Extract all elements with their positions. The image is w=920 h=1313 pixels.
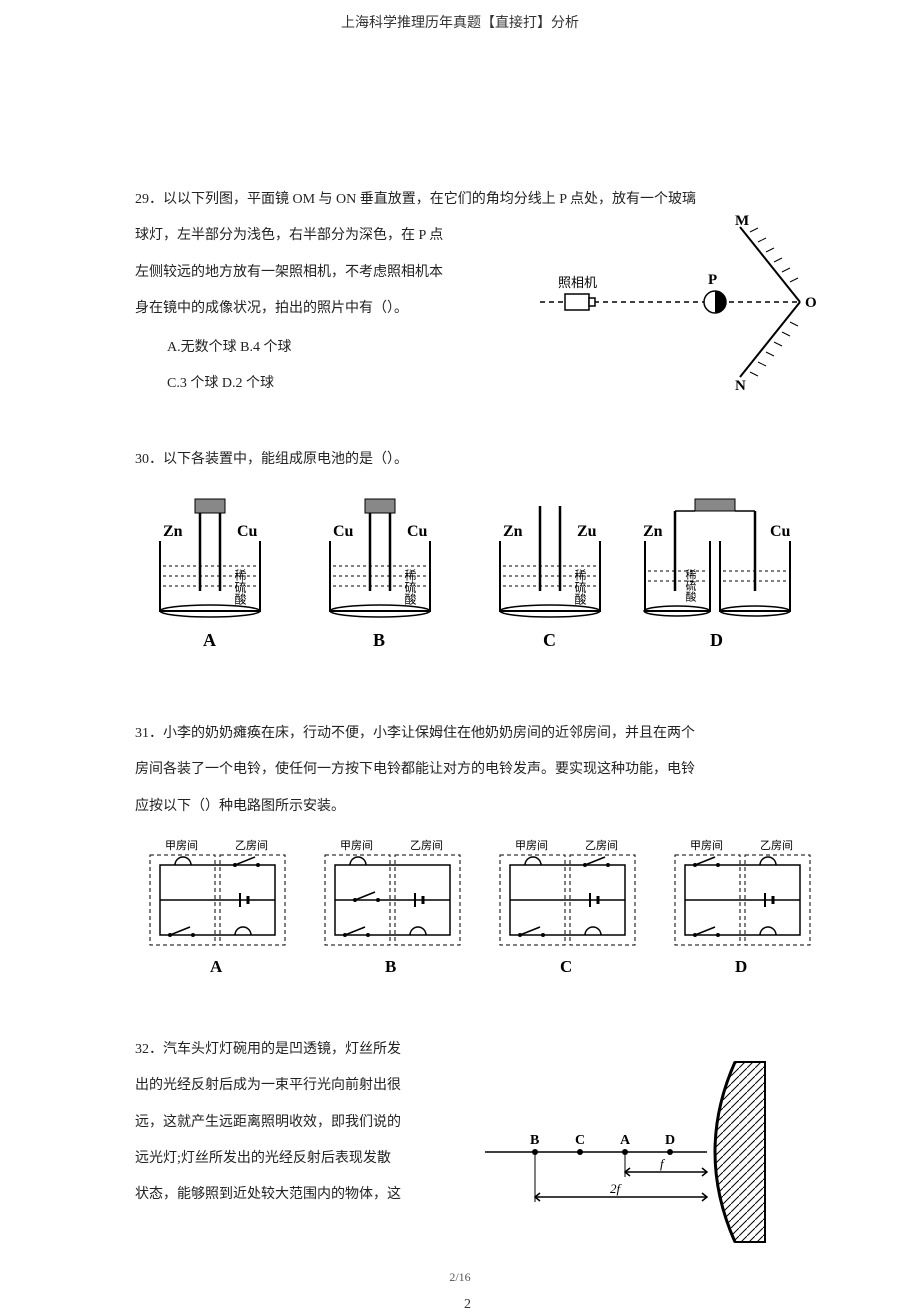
svg-text:Cu: Cu <box>770 523 791 540</box>
q30-diagram: Zn Cu 稀硫酸 A Cu Cu <box>135 491 800 676</box>
svg-text:稀硫酸: 稀硫酸 <box>233 568 247 604</box>
q31-line3: 应按以下（）种电路图所示安装。 <box>135 789 800 825</box>
q30-num: 30． <box>135 452 163 467</box>
svg-text:D: D <box>710 630 723 650</box>
svg-text:C: C <box>543 630 556 650</box>
question-32: 32．汽车头灯灯碗用的是凹透镜，灯丝所发 出的光经反射后成为一束平行光向前射出很… <box>135 1032 800 1257</box>
question-30: 30．以下各装置中，能组成原电池的是（）。 Zn Cu 稀硫酸 A <box>135 442 800 675</box>
n-label: N <box>735 378 746 392</box>
q32-diagram: B C A D f 2f <box>475 1032 755 1257</box>
q29-line4: 身在镜中的成像状况，拍出的照片中有（）。 <box>135 291 475 327</box>
svg-text:A: A <box>210 957 223 976</box>
svg-text:乙房间: 乙房间 <box>760 839 793 852</box>
svg-text:B: B <box>373 630 385 650</box>
q29-diagram: 照相机 P M N O <box>540 212 820 392</box>
o-label: O <box>805 295 817 311</box>
svg-text:Cu: Cu <box>237 523 258 540</box>
svg-text:甲房间: 甲房间 <box>690 839 723 852</box>
q29-option-ab: A.无数个球 B.4 个球 <box>167 330 475 366</box>
svg-text:A: A <box>203 630 216 650</box>
svg-text:Cu: Cu <box>333 523 354 540</box>
q32-line2: 出的光经反射后成为一束平行光向前射出很 <box>135 1068 445 1104</box>
q29-option-cd: C.3 个球 D.2 个球 <box>167 366 475 402</box>
svg-text:乙房间: 乙房间 <box>410 839 443 852</box>
svg-text:D: D <box>735 957 747 976</box>
q29-line3: 左侧较远的地方放有一架照相机，不考虑照相机本 <box>135 255 475 291</box>
q30-text: 30．以下各装置中，能组成原电池的是（）。 <box>135 442 800 478</box>
q31-diagram: 甲房间 乙房间 <box>135 837 800 992</box>
svg-text:乙房间: 乙房间 <box>585 839 618 852</box>
q32-line3: 远，这就产生远距离照明收效，即我们说的 <box>135 1105 445 1141</box>
q32-line4: 远光灯;灯丝所发出的光经反射后表现发散 <box>135 1141 445 1177</box>
svg-text:乙房间: 乙房间 <box>235 839 268 852</box>
svg-text:Cu: Cu <box>407 523 428 540</box>
svg-text:甲房间: 甲房间 <box>515 839 548 852</box>
svg-text:B: B <box>530 1133 539 1148</box>
page-header: 上海科学推理历年真题【直接打】分析 <box>0 0 920 32</box>
p-label: P <box>708 272 717 288</box>
svg-text:Zu: Zu <box>577 523 597 540</box>
svg-text:A: A <box>620 1133 631 1148</box>
q32-num: 32． <box>135 1042 163 1057</box>
question-31: 31．小李的奶奶瘫痪在床，行动不便，小李让保姆住在他奶奶房间的近邻房间，并且在两… <box>135 716 800 992</box>
q31-line2: 房间各装了一个电铃，使任何一方按下电铃都能让对方的电铃发声。要实现这种功能，电铃 <box>135 752 800 788</box>
svg-text:C: C <box>575 1133 585 1148</box>
q32-line5: 状态，能够照到近处较大范围内的物体，这 <box>135 1177 445 1213</box>
svg-text:Zn: Zn <box>503 523 523 540</box>
m-label: M <box>735 213 749 229</box>
inner-page-number: 2 <box>135 1297 800 1313</box>
svg-text:Zn: Zn <box>643 523 663 540</box>
q32-line1: 32．汽车头灯灯碗用的是凹透镜，灯丝所发 <box>135 1032 445 1068</box>
svg-text:稀硫酸: 稀硫酸 <box>684 568 697 602</box>
q31-line1: 31．小李的奶奶瘫痪在床，行动不便，小李让保姆住在他奶奶房间的近邻房间，并且在两… <box>135 716 800 752</box>
svg-text:f: f <box>660 1156 666 1171</box>
svg-text:D: D <box>665 1133 675 1148</box>
svg-text:B: B <box>385 957 396 976</box>
svg-text:Zn: Zn <box>163 523 183 540</box>
svg-text:稀硫酸: 稀硫酸 <box>573 568 587 604</box>
q29-line2: 球灯，左半部分为浅色，右半部分为深色，在 P 点 <box>135 218 475 254</box>
q31-num: 31． <box>135 726 163 741</box>
camera-label: 照相机 <box>558 275 597 290</box>
svg-text:稀硫酸: 稀硫酸 <box>403 568 417 604</box>
svg-text:2f: 2f <box>610 1181 623 1196</box>
svg-text:甲房间: 甲房间 <box>165 839 198 852</box>
content-area: 29．以以下列图，平面镜 OM 与 ON 垂直放置，在它们的角均分线上 P 点处… <box>0 32 920 1313</box>
svg-text:C: C <box>560 957 572 976</box>
outer-page-number: 2/16 <box>0 1270 920 1285</box>
question-29: 29．以以下列图，平面镜 OM 与 ON 垂直放置，在它们的角均分线上 P 点处… <box>135 182 800 402</box>
q29-num: 29． <box>135 192 163 207</box>
svg-text:甲房间: 甲房间 <box>340 839 373 852</box>
